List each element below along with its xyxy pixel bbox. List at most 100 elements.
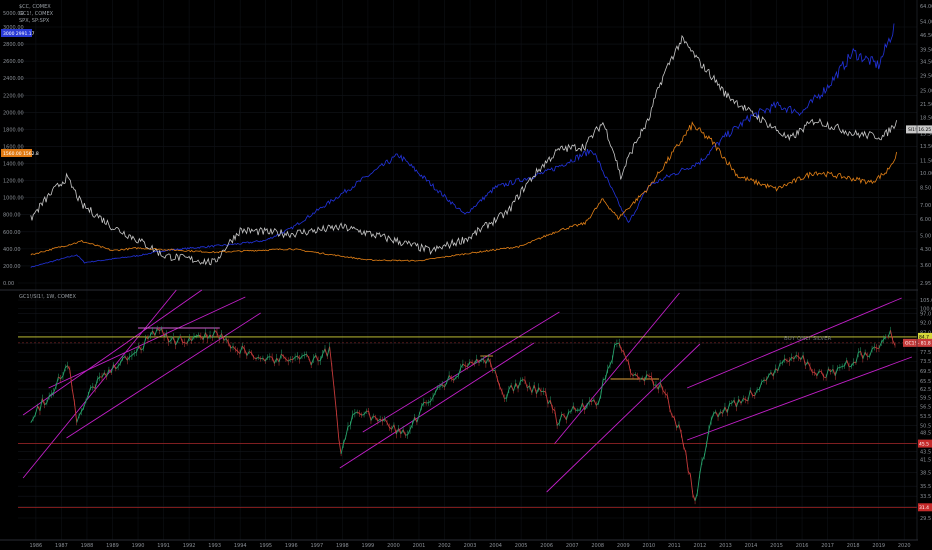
ratio-segment xyxy=(409,424,413,430)
ratio-segment xyxy=(168,339,172,343)
ratio-segment xyxy=(584,405,588,411)
ratio-segment xyxy=(499,386,503,392)
time-axis-label: 2018 xyxy=(847,543,860,549)
right-axis-label: 64.00 xyxy=(920,4,932,10)
time-axis-label: 2015 xyxy=(770,543,783,549)
ratio-segment xyxy=(48,393,52,397)
ratio-segment xyxy=(611,345,616,360)
trend-channel-line xyxy=(48,296,246,389)
right-axis-label: 7.00 xyxy=(920,203,931,209)
left-axis-label: 1600.00 xyxy=(3,144,24,150)
ratio-segment xyxy=(469,361,473,364)
ratio-segment xyxy=(703,444,707,457)
right-axis-label: 21.50 xyxy=(920,102,932,108)
ratio-segment xyxy=(671,415,675,419)
ratio-segment xyxy=(478,359,482,364)
time-axis-label: 2013 xyxy=(719,543,732,549)
ratio-segment xyxy=(650,376,655,386)
level-badge xyxy=(918,332,932,341)
ratio-axis-label: 69.5 xyxy=(920,369,931,375)
ratio-segment xyxy=(271,357,275,364)
ratio-segment xyxy=(517,381,521,389)
ratio-segment xyxy=(253,357,257,360)
ratio-segment xyxy=(423,401,427,404)
ratio-segment xyxy=(710,413,714,421)
ratio-segment xyxy=(816,370,820,377)
ratio-segment xyxy=(644,374,648,382)
trend-channel-line xyxy=(362,311,560,433)
ratio-segment xyxy=(324,348,328,357)
ratio-segment xyxy=(269,356,273,358)
ratio-segment xyxy=(543,390,546,393)
level-badge-text: 45.5 xyxy=(919,441,929,447)
time-axis-label: 2004 xyxy=(489,543,502,549)
ratio-segment xyxy=(359,413,363,416)
ratio-segment xyxy=(156,328,160,332)
ratio-segment xyxy=(561,413,565,416)
ratio-segment xyxy=(179,335,183,343)
ratio-segment xyxy=(621,349,625,353)
ratio-axis-label: 38.5 xyxy=(920,470,931,476)
time-axis-label: 2012 xyxy=(694,543,707,549)
ratio-segment xyxy=(106,369,110,377)
ratio-segment xyxy=(432,392,436,398)
ratio-segment xyxy=(237,351,241,355)
price-badge-text: 1560.00 1562.8 xyxy=(3,151,39,157)
ratio-axis-label: 105.0 xyxy=(920,298,932,304)
ratio-segment xyxy=(274,357,278,364)
ratio-segment xyxy=(802,355,806,366)
ratio-segment xyxy=(494,370,498,380)
ratio-segment xyxy=(377,418,381,422)
ratio-segment xyxy=(591,399,595,402)
ratio-segment xyxy=(559,414,563,423)
ratio-segment xyxy=(73,402,78,423)
ratio-segment xyxy=(418,406,422,415)
trend-channel-line xyxy=(546,343,701,493)
ratio-segment xyxy=(487,358,491,364)
ratio-segment xyxy=(189,337,193,342)
ratio-segment xyxy=(368,411,372,421)
ratio-segment xyxy=(331,367,335,390)
time-axis-label: 2002 xyxy=(438,543,451,549)
ratio-segment xyxy=(722,406,726,414)
ratio-segment xyxy=(660,383,664,391)
ratio-segment xyxy=(832,369,836,376)
ratio-segment xyxy=(244,349,248,356)
ratio-segment xyxy=(315,355,319,362)
current-value-text: GC1! - 81.8 xyxy=(905,341,931,347)
time-axis-label: 2007 xyxy=(566,543,579,549)
ratio-segment xyxy=(147,335,151,339)
ratio-segment xyxy=(395,428,399,435)
ratio-segment xyxy=(673,417,678,428)
level-badge-text: 31.4 xyxy=(919,505,929,511)
ratio-segment xyxy=(520,379,523,382)
ratio-axis-label: 35.5 xyxy=(920,484,931,490)
ratio-segment xyxy=(768,372,772,376)
time-axis[interactable]: 1986 1987 1988 1989 1990 1991 1992 1993 1994 1995… xyxy=(30,0,918,549)
ratio-segment xyxy=(821,371,825,378)
ratio-segment xyxy=(117,362,121,367)
price-left-axis: 5000.00 3000.00 2800.00 2600.00 2400.00 2200.… xyxy=(3,11,24,287)
time-axis-label: 2011 xyxy=(668,543,681,549)
ratio-segment xyxy=(839,366,843,368)
left-axis-label: 5000.00 xyxy=(3,11,24,17)
price-series xyxy=(30,23,897,268)
ratio-segment xyxy=(136,345,140,353)
ratio-segment xyxy=(182,341,185,344)
ratio-axis-label: 41.5 xyxy=(920,457,931,463)
ratio-segment xyxy=(680,433,685,447)
ratio-segment xyxy=(437,386,441,389)
price-legend: $CC, COMEX GC1!, COMEX SPX, SP:SPX xyxy=(19,4,54,24)
ratio-segment xyxy=(124,356,128,361)
ratio-segment xyxy=(110,364,114,374)
left-axis-label: 400.00 xyxy=(3,247,21,253)
ratio-segment xyxy=(108,369,112,374)
ratio-segment xyxy=(639,377,643,380)
ratio-segment xyxy=(726,403,730,413)
ratio-segment xyxy=(869,348,873,357)
time-axis-label: 1992 xyxy=(183,543,196,549)
ratio-segment xyxy=(336,412,340,439)
right-axis-label: 18.50 xyxy=(920,116,932,122)
ratio-segment xyxy=(747,390,751,402)
